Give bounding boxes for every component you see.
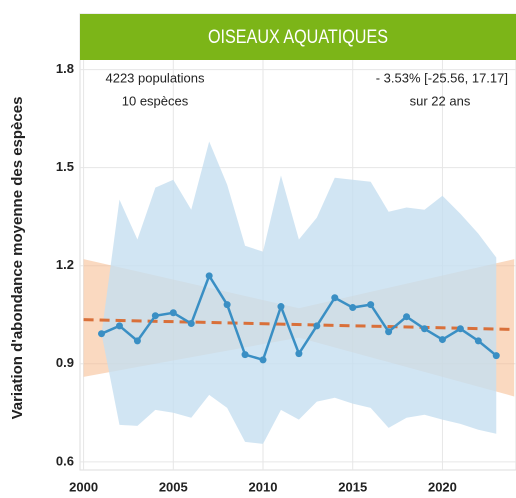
data-point bbox=[241, 351, 249, 359]
annotation: sur 22 ans bbox=[410, 93, 471, 108]
data-point bbox=[403, 313, 411, 321]
data-point bbox=[420, 325, 428, 333]
y-tick-label: 1.8 bbox=[56, 61, 74, 76]
data-point bbox=[205, 272, 213, 280]
data-point bbox=[133, 337, 141, 345]
y-tick-label: 1.2 bbox=[56, 257, 74, 272]
data-point bbox=[456, 325, 464, 333]
y-tick-label: 0.9 bbox=[56, 355, 74, 370]
data-point bbox=[492, 352, 500, 360]
data-point bbox=[438, 336, 446, 344]
data-point bbox=[169, 309, 177, 317]
data-point bbox=[331, 294, 339, 302]
x-tick-label: 2010 bbox=[249, 479, 278, 494]
x-tick-label: 2000 bbox=[69, 479, 98, 494]
data-point bbox=[385, 328, 393, 336]
data-point bbox=[98, 330, 106, 338]
confidence-band bbox=[101, 141, 497, 444]
data-point bbox=[277, 303, 285, 311]
y-tick-label: 0.6 bbox=[56, 453, 74, 468]
data-point bbox=[474, 337, 482, 345]
data-point bbox=[259, 356, 267, 364]
data-point bbox=[151, 312, 159, 320]
chart-title: OISEAUX AQUATIQUES bbox=[208, 26, 388, 48]
y-tick-label: 1.5 bbox=[56, 159, 74, 174]
annotation: 4223 populations bbox=[105, 70, 205, 85]
trend-line bbox=[83, 318, 515, 331]
header-band bbox=[80, 14, 516, 60]
annotation: - 3.53% [-25.56, 17.17] bbox=[376, 70, 508, 85]
data-point bbox=[349, 304, 357, 312]
y-axis-label: Variation d'abondance moyenne des espèce… bbox=[9, 97, 26, 420]
data-point bbox=[295, 350, 303, 358]
data-point bbox=[115, 322, 123, 330]
data-point bbox=[187, 320, 195, 328]
data-point bbox=[223, 301, 231, 309]
x-tick-label: 2020 bbox=[428, 479, 457, 494]
x-tick-label: 2015 bbox=[338, 479, 367, 494]
x-tick-label: 2005 bbox=[159, 479, 188, 494]
data-point bbox=[313, 322, 321, 330]
data-point bbox=[367, 301, 375, 309]
annotation: 10 espèces bbox=[122, 93, 189, 108]
